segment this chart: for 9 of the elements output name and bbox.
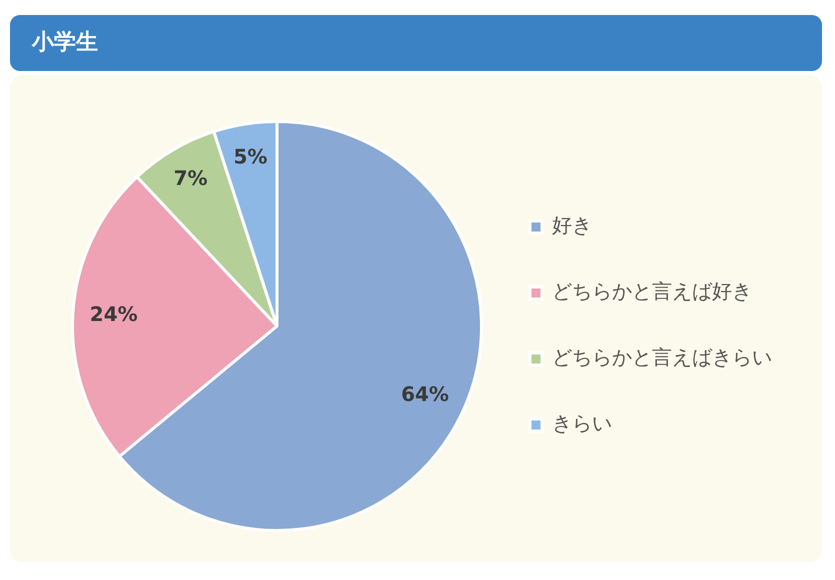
legend-label: どちらかと言えば好き	[552, 279, 752, 304]
data-label: 64%	[401, 382, 449, 406]
legend-label: どちらかと言えばきらい	[552, 345, 772, 370]
chart-title: 小学生	[10, 15, 822, 71]
data-label: 24%	[90, 302, 138, 326]
legend-label: 好き	[552, 213, 592, 238]
data-label: 5%	[233, 144, 268, 169]
legend-label: きらい	[552, 411, 612, 436]
data-label: 7%	[174, 166, 208, 190]
